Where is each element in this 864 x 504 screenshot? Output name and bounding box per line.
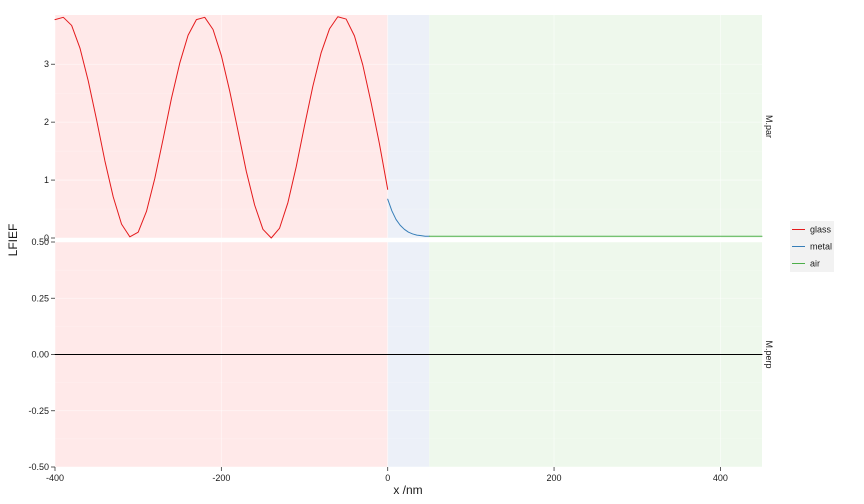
legend: glass metal air	[790, 221, 834, 272]
x-tick-label: 400	[713, 473, 728, 483]
y-tick-label: 3	[44, 59, 49, 69]
series-line-metal	[387, 198, 430, 237]
y-tick-label: 0.00	[31, 350, 49, 360]
y-tick-label: -0.25	[28, 406, 49, 416]
y-tick-label: 2	[44, 117, 49, 127]
legend-label-metal: metal	[810, 242, 832, 252]
y-tick-label: 1	[44, 175, 49, 185]
y-tick-label: 0	[44, 233, 49, 243]
legend-label-glass: glass	[810, 225, 832, 235]
facet-strip-label: M.par	[764, 115, 774, 138]
facet-strip-label: M.perp	[764, 340, 774, 368]
y-axis-title: LFIEF	[6, 224, 20, 257]
series-line-glass	[54, 16, 389, 239]
x-tick-label: 200	[547, 473, 562, 483]
y-tick-label: 0.50	[31, 237, 49, 247]
y-tick-label: 0.25	[31, 293, 49, 303]
y-tick-label: -0.50	[28, 462, 49, 472]
x-axis-title: x /nm	[393, 483, 422, 497]
x-tick-label: -400	[46, 473, 64, 483]
panel-M.perp: -0.50 -0.25 0.00 0.25 0.50 M.perp	[28, 237, 774, 472]
x-tick-label: 0	[385, 473, 390, 483]
x-tick-label: -200	[212, 473, 230, 483]
region-air	[429, 15, 762, 238]
panel-M.par: 0 1 2 3 M.par	[44, 15, 774, 243]
region-metal	[387, 15, 430, 238]
legend-label-air: air	[810, 259, 820, 269]
